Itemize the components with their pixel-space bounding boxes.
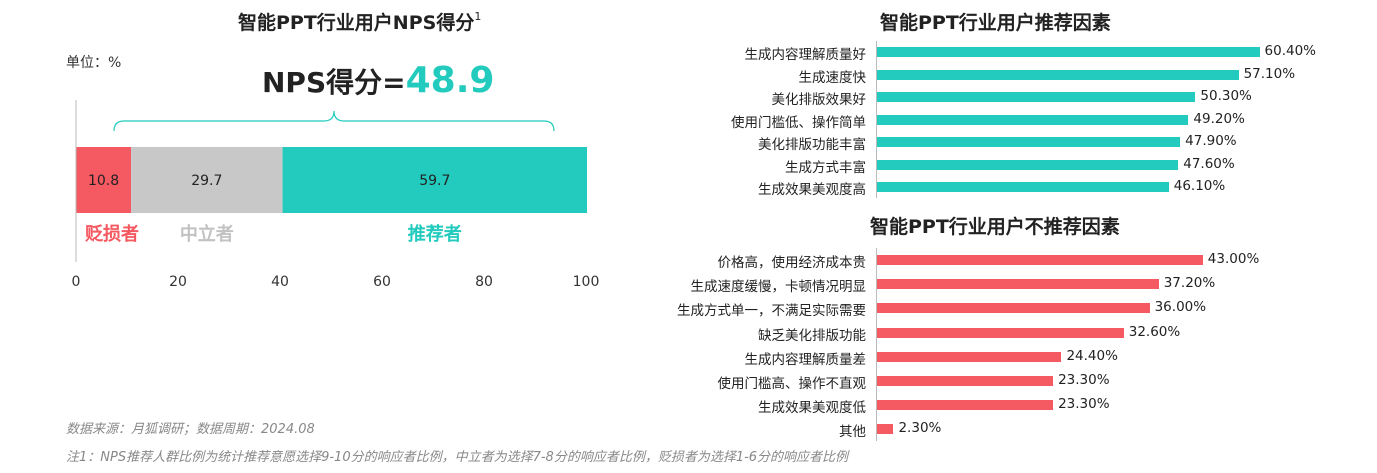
not-recommend-value-label: 23.30% <box>1058 396 1110 413</box>
recommend-chart-title: 智能PPT行业用户推荐因素 <box>880 12 1111 34</box>
recommend-category-label: 生成方式丰富 <box>785 159 866 176</box>
nps-x-tick-label: 100 <box>573 274 600 290</box>
nps-chart-title: 智能PPT行业用户NPS得分1 <box>238 8 481 35</box>
not-recommend-bar <box>876 400 1054 411</box>
nps-segment-value-promoter: 59.7 <box>419 173 450 189</box>
not-recommend-category-label: 生成方式单一，不满足实际需要 <box>677 303 866 320</box>
not-recommend-value-label: 32.60% <box>1128 323 1181 340</box>
not-recommend-value-label: 43.00% <box>1207 251 1260 267</box>
not-recommend-axis-line <box>876 247 877 442</box>
nps-chart-title-text: 智能PPT行业用户NPS得分 <box>238 12 475 34</box>
nps-score-value: 48.9 <box>405 60 495 101</box>
recommend-value-label: 46.10% <box>1173 178 1226 194</box>
not-recommend-bar <box>876 279 1159 290</box>
not-recommend-category-label: 生成速度缓慢，卡顿情况明显 <box>690 279 867 296</box>
nps-segment-name-passive: 中立者 <box>179 224 234 245</box>
nps-x-tick-label: 80 <box>475 274 493 290</box>
recommend-value-label: 47.90% <box>1185 133 1237 149</box>
nps-segment-value-detractor: 10.8 <box>88 173 119 189</box>
nps-segment-detractor <box>76 147 132 213</box>
not-recommend-category-label: 生成效果美观度低 <box>758 400 866 417</box>
nps-chart-title-footnote-marker: 1 <box>474 10 482 23</box>
not-recommend-bar <box>876 424 894 435</box>
nps-score-label: NPS得分= <box>262 66 406 99</box>
not-recommend-value-label: 36.00% <box>1154 299 1207 316</box>
nps-x-tick-label: 0 <box>72 274 81 290</box>
nps-segment-passive <box>131 147 283 213</box>
recommend-bar <box>876 159 1179 170</box>
nps-bracket <box>113 110 555 132</box>
recommend-category-label: 生成速度快 <box>798 69 867 86</box>
recommend-category-label: 美化排版功能丰富 <box>758 137 866 153</box>
not-recommend-category-label: 生成内容理解质量差 <box>744 351 867 368</box>
recommend-value-label: 57.10% <box>1243 65 1296 82</box>
not-recommend-value-label: 37.20% <box>1163 275 1216 292</box>
not-recommend-chart-title: 智能PPT行业用户不推荐因素 <box>870 216 1120 238</box>
recommend-category-label: 生成内容理解质量好 <box>744 47 867 63</box>
nps-segment-value-passive: 29.7 <box>191 173 222 189</box>
nps-segment-name-promoter: 推荐者 <box>407 224 462 245</box>
recommend-bar <box>876 92 1196 102</box>
not-recommend-value-label: 24.40% <box>1066 347 1118 364</box>
recommend-value-label: 49.20% <box>1193 110 1245 127</box>
recommend-bar <box>876 137 1181 147</box>
nps-definition-footnote: 注1：NPS推荐人群比例为统计推荐意愿选择9-10分的响应者比例，中立者为选择7… <box>66 450 849 465</box>
nps-segment-name-detractor: 贬损者 <box>85 224 139 245</box>
not-recommend-value-label: 2.30% <box>898 420 942 437</box>
not-recommend-category-label: 使用门槛高、操作不直观 <box>717 376 867 392</box>
recommend-axis-line <box>876 40 877 199</box>
recommend-value-label: 50.30% <box>1200 88 1252 104</box>
not-recommend-value-label: 23.30% <box>1058 372 1110 388</box>
not-recommend-bar <box>876 327 1124 338</box>
recommend-value-label: 47.60% <box>1183 155 1235 172</box>
recommend-bar <box>876 114 1189 125</box>
unit-label: 单位：% <box>66 55 122 71</box>
not-recommend-bar <box>876 255 1203 265</box>
nps-score: NPS得分=48.9 <box>262 60 494 101</box>
nps-x-tick-label: 20 <box>169 274 187 290</box>
recommend-bar <box>876 182 1169 192</box>
not-recommend-category-label: 缺乏美化排版功能 <box>758 327 866 344</box>
nps-stacked-bar-chart: 10.8 29.7 59.7 0 20 40 60 80 100 <box>72 100 600 290</box>
data-source-footnote: 数据来源：月狐调研；数据周期：2024.08 <box>66 422 315 437</box>
not-recommend-category-label: 价格高，使用经济成本贵 <box>717 255 867 271</box>
recommend-bar <box>876 47 1260 57</box>
nps-segment-promoter <box>282 147 588 213</box>
nps-x-tick-label: 60 <box>373 274 391 290</box>
not-recommend-category-label: 其他 <box>839 424 866 441</box>
recommend-category-label: 美化排版效果好 <box>771 92 867 108</box>
nps-x-tick-label: 40 <box>271 274 289 290</box>
not-recommend-bar <box>876 376 1054 386</box>
recommend-bar <box>876 69 1239 80</box>
recommend-value-label: 60.40% <box>1264 43 1317 59</box>
recommend-category-label: 使用门槛低、操作简单 <box>731 114 866 131</box>
not-recommend-bar <box>876 351 1062 362</box>
recommend-category-label: 生成效果美观度高 <box>758 182 866 198</box>
not-recommend-bar <box>876 303 1150 314</box>
